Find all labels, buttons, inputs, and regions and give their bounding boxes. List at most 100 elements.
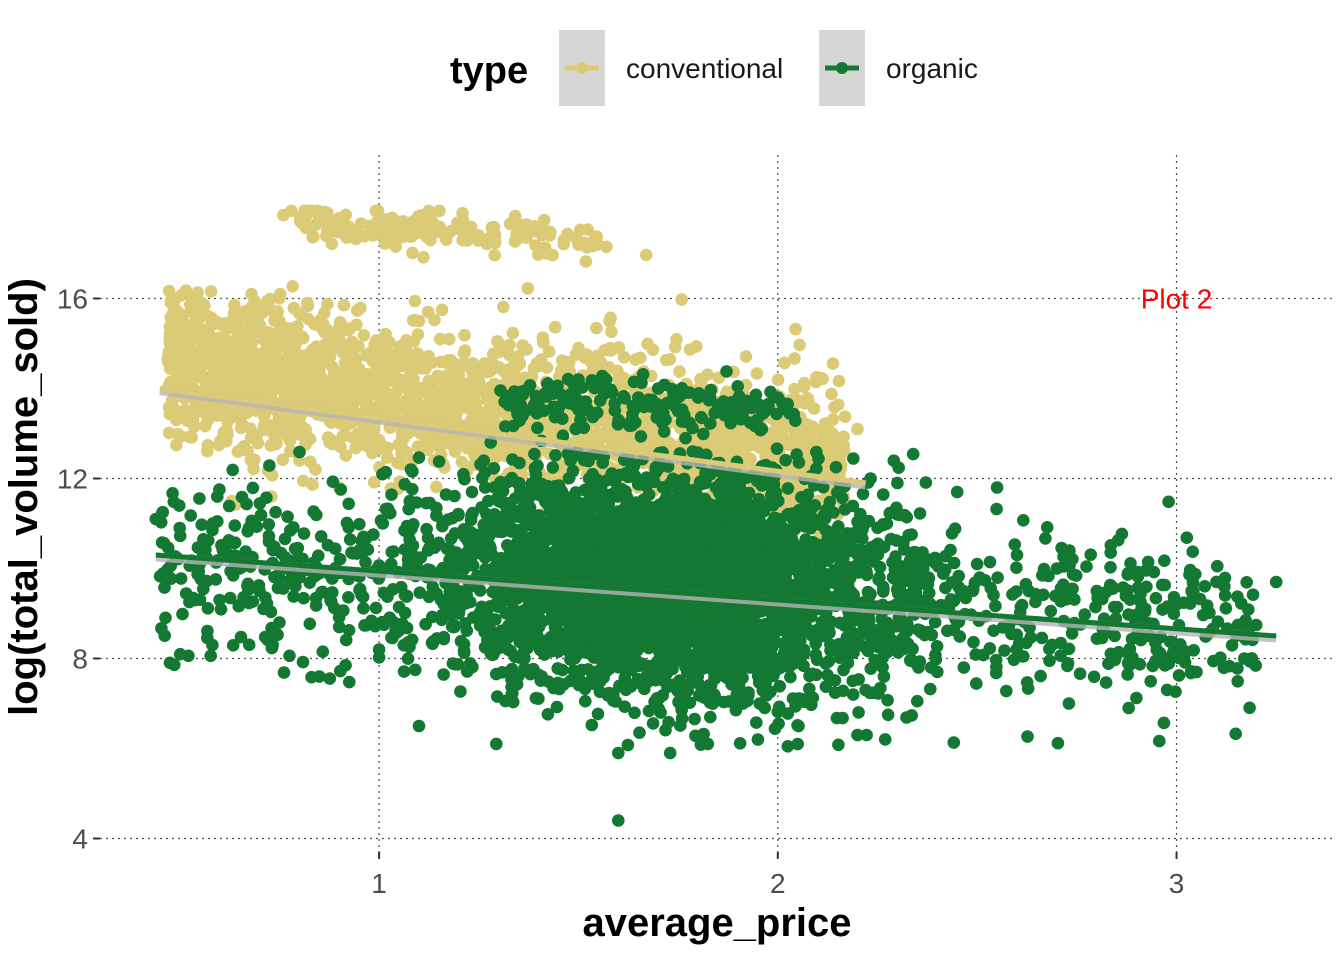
conventional-point [788, 382, 801, 396]
conventional-point [192, 353, 205, 366]
conventional-point [247, 462, 260, 476]
conventional-point [612, 373, 625, 386]
conventional-point [162, 426, 176, 440]
conventional-point [373, 390, 387, 403]
conventional-point [246, 313, 259, 326]
conventional-point [831, 398, 845, 412]
conventional-point [675, 293, 688, 306]
conventional-point [367, 475, 381, 489]
conventional-point [181, 364, 194, 377]
conventional-point [799, 434, 813, 447]
conventional-point [673, 365, 686, 378]
conventional-point [228, 298, 241, 312]
conventional-point [306, 478, 319, 491]
organic-point [457, 644, 471, 657]
organic-point [675, 712, 689, 725]
conventional-point [179, 287, 193, 301]
conventional-point [350, 304, 364, 317]
organic-point [810, 653, 824, 667]
conventional-point [641, 337, 654, 351]
conventional-point [540, 247, 553, 260]
conventional-point [771, 373, 785, 387]
organic-point [620, 466, 633, 480]
conventional-point [464, 220, 478, 234]
conventional-point [322, 385, 336, 398]
organic-point [412, 451, 426, 464]
organic-point [591, 707, 605, 721]
conventional-point [276, 453, 290, 467]
conventional-point [296, 356, 309, 369]
conventional-point [165, 394, 179, 407]
conventional-point [467, 444, 481, 458]
conventional-point [381, 367, 394, 381]
conventional-point [396, 446, 410, 460]
conventional-point [560, 355, 574, 369]
organic-point [585, 718, 599, 732]
conventional-point [196, 328, 210, 342]
conventional-point [639, 248, 653, 262]
organic-point [624, 679, 637, 692]
organic-point [419, 617, 432, 631]
conventional-point [162, 284, 176, 298]
conventional-point [273, 421, 287, 434]
conventional-point [542, 345, 556, 358]
conventional-point [299, 427, 312, 441]
conventional-point [325, 340, 339, 354]
organic-point [703, 696, 717, 709]
conventional-point [361, 392, 374, 405]
conventional-point [437, 392, 450, 406]
conventional-point [455, 455, 469, 469]
conventional-point [826, 357, 840, 370]
organic-point [392, 600, 406, 614]
conventional-point [364, 427, 378, 440]
conventional-point [191, 286, 204, 299]
conventional-point [838, 410, 852, 424]
conventional-point [789, 322, 802, 336]
conventional-point [433, 332, 447, 346]
conventional-point [461, 234, 474, 247]
conventional-point [493, 449, 507, 462]
organic-point [432, 455, 446, 468]
conventional-point [321, 206, 334, 220]
conventional-point [360, 367, 374, 381]
conventional-point [378, 237, 392, 250]
conventional-point [357, 230, 371, 243]
conventional-point [586, 364, 599, 377]
conventional-point [407, 372, 420, 386]
conventional-point [317, 306, 331, 320]
conventional-point [491, 405, 505, 419]
conventional-point [590, 321, 603, 335]
organic-point [913, 507, 927, 520]
conventional-point [244, 431, 258, 444]
conventional-point [221, 321, 235, 335]
conventional-point [739, 350, 753, 363]
conventional-point [285, 204, 298, 218]
organic-point [919, 476, 933, 489]
conventional-point [617, 351, 631, 364]
conventional-point [778, 356, 791, 370]
organic-point [779, 453, 792, 467]
conventional-point [537, 213, 551, 227]
conventional-point [337, 298, 351, 312]
conventional-point [668, 340, 682, 354]
conventional-point [186, 414, 200, 427]
conventional-point [536, 331, 550, 345]
organic-point [550, 700, 564, 714]
conventional-point [382, 335, 396, 349]
conventional-point [389, 386, 403, 399]
conventional-point [572, 341, 585, 355]
organic-point [437, 668, 450, 681]
points-layer [149, 204, 1283, 827]
organic-point [506, 453, 519, 466]
conventional-point [389, 240, 403, 253]
conventional-point [634, 351, 647, 365]
conventional-point [458, 357, 472, 371]
conventional-point [286, 280, 299, 293]
conventional-point [286, 322, 300, 336]
conventional-point [544, 225, 557, 239]
conventional-point [487, 220, 501, 234]
organic-point [546, 461, 560, 474]
conventional-point [417, 250, 430, 264]
conventional-point [363, 380, 377, 393]
conventional-point [400, 334, 413, 347]
